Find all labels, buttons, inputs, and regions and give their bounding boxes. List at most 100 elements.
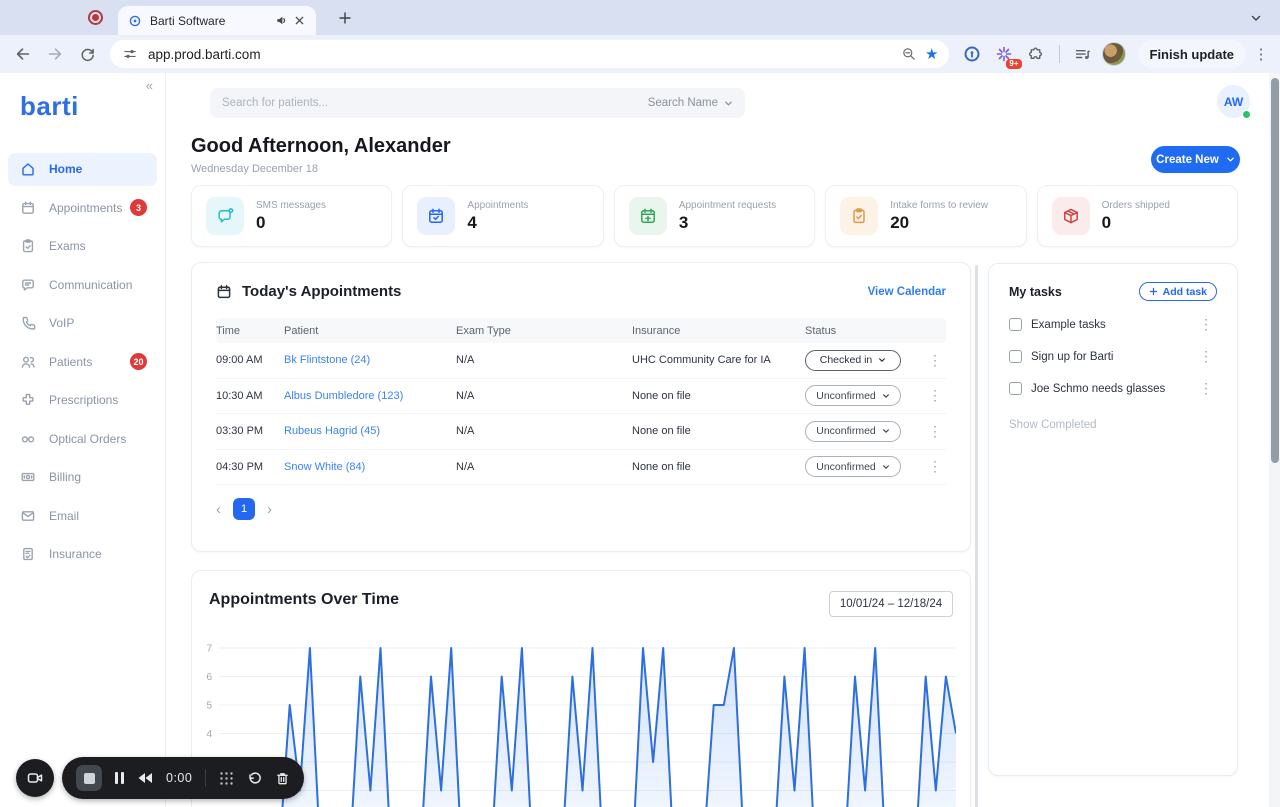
patient-link[interactable]: Rubeus Hagrid (45) bbox=[284, 425, 380, 438]
extension-badge: 9+ bbox=[1006, 59, 1022, 69]
col-exam-type: Exam Type bbox=[456, 324, 511, 337]
task-menu-icon[interactable]: ⋮ bbox=[1199, 316, 1213, 332]
sidebar-item-label: Communication bbox=[49, 277, 133, 292]
cell-time: 03:30 PM bbox=[216, 425, 264, 438]
rewind-icon[interactable] bbox=[137, 772, 153, 784]
col-time: Time bbox=[216, 324, 241, 337]
media-queue-icon[interactable] bbox=[1070, 41, 1096, 67]
status-dropdown[interactable]: Unconfirmed bbox=[805, 385, 901, 407]
task-checkbox[interactable] bbox=[1009, 350, 1022, 363]
password-manager-extension-icon[interactable] bbox=[959, 41, 985, 67]
finish-update-button[interactable]: Finish update bbox=[1137, 40, 1246, 68]
reload-icon[interactable] bbox=[74, 41, 100, 67]
sidebar-item-appointments[interactable]: Appointments 3 bbox=[8, 191, 157, 224]
sidebar-item-home[interactable]: Home bbox=[8, 152, 157, 186]
sidebar-item-prescriptions[interactable]: Prescriptions bbox=[8, 384, 157, 417]
row-menu-icon[interactable]: ⋮ bbox=[928, 458, 942, 475]
sidebar-item-voip[interactable]: VoIP bbox=[8, 307, 157, 340]
barti-logo: barti bbox=[20, 91, 79, 121]
status-dropdown[interactable]: Unconfirmed bbox=[805, 420, 901, 442]
sidebar-item-email[interactable]: Email bbox=[8, 499, 157, 532]
user-avatar[interactable]: AW bbox=[1217, 85, 1251, 119]
appointments-over-time-card: Appointments Over Time 10/01/24 – 12/18/… bbox=[191, 570, 971, 807]
browser-menu-icon[interactable]: ⋮ bbox=[1253, 46, 1269, 63]
task-menu-icon[interactable]: ⋮ bbox=[1199, 380, 1213, 396]
sidebar-item-label: Patients bbox=[49, 354, 93, 369]
blur-tool-icon[interactable] bbox=[219, 771, 234, 786]
svg-text:7: 7 bbox=[206, 644, 212, 655]
stat-card-appointments: Appointments 4 bbox=[402, 185, 604, 247]
browser-toolbar: app.prod.barti.com ★ 9+ Finish update ⋮ bbox=[0, 35, 1280, 73]
cell-insurance: None on file bbox=[632, 425, 691, 438]
add-task-button[interactable]: Add task bbox=[1138, 282, 1217, 301]
new-tab-button[interactable] bbox=[332, 5, 358, 31]
sidebar-item-insurance[interactable]: Insurance bbox=[8, 538, 157, 571]
restart-recording-icon[interactable] bbox=[247, 771, 262, 786]
page-scrollbar-thumb[interactable] bbox=[1270, 78, 1279, 463]
celebration-extension-icon[interactable]: 9+ bbox=[991, 41, 1022, 69]
task-checkbox[interactable] bbox=[1009, 318, 1022, 331]
task-menu-icon[interactable]: ⋮ bbox=[1199, 348, 1213, 364]
stat-label: Intake forms to review bbox=[890, 199, 989, 211]
pause-recording-button[interactable] bbox=[115, 772, 124, 784]
sidebar-item-label: Prescriptions bbox=[49, 393, 119, 407]
my-tasks-card: My tasks Add task Example tasks ⋮ Sign u… bbox=[988, 263, 1238, 776]
status-dropdown[interactable]: Checked in bbox=[805, 349, 901, 371]
patient-search-input[interactable]: Search for patients... Search Name bbox=[210, 88, 745, 118]
camera-toggle-button[interactable] bbox=[16, 759, 54, 797]
cell-exam-type: N/A bbox=[456, 354, 475, 367]
sidebar-item-billing[interactable]: Billing bbox=[8, 461, 157, 494]
sidebar-item-optical-orders[interactable]: Optical Orders bbox=[8, 422, 157, 455]
browser-tab[interactable]: Barti Software bbox=[118, 6, 316, 35]
view-calendar-link[interactable]: View Calendar bbox=[867, 285, 946, 298]
cell-exam-type: N/A bbox=[456, 425, 475, 438]
bookmark-star-icon[interactable]: ★ bbox=[925, 46, 939, 63]
patient-link[interactable]: Bk Flintstone (24) bbox=[284, 354, 371, 367]
search-placeholder: Search for patients... bbox=[222, 97, 329, 109]
clipboard-check-icon bbox=[840, 197, 879, 235]
url-bar[interactable]: app.prod.barti.com ★ bbox=[110, 40, 949, 68]
tab-close-icon[interactable] bbox=[290, 12, 308, 30]
zoom-out-icon[interactable] bbox=[901, 46, 917, 62]
show-completed-link[interactable]: Show Completed bbox=[1009, 419, 1097, 431]
stop-recording-button[interactable] bbox=[76, 765, 102, 791]
url-text[interactable]: app.prod.barti.com bbox=[148, 46, 261, 62]
sidebar-item-label: Insurance bbox=[49, 547, 102, 561]
date-range-input[interactable]: 10/01/24 – 12/18/24 bbox=[829, 591, 953, 617]
tab-search-chevron-icon[interactable] bbox=[1246, 8, 1266, 28]
patient-link[interactable]: Albus Dumbledore (123) bbox=[284, 389, 404, 402]
next-page-icon[interactable]: › bbox=[267, 500, 272, 518]
row-menu-icon[interactable]: ⋮ bbox=[928, 422, 942, 439]
package-icon bbox=[1051, 197, 1090, 235]
people-icon bbox=[20, 354, 36, 370]
stat-value: 4 bbox=[467, 212, 477, 232]
sidebar-item-communication[interactable]: Communication bbox=[8, 268, 157, 301]
task-item: Joe Schmo needs glasses ⋮ bbox=[1009, 380, 1217, 397]
patient-link[interactable]: Snow White (84) bbox=[284, 460, 366, 473]
task-checkbox[interactable] bbox=[1009, 382, 1022, 395]
content-scrollbar[interactable] bbox=[975, 265, 978, 807]
back-icon[interactable] bbox=[10, 41, 36, 67]
create-new-button[interactable]: Create New bbox=[1151, 146, 1240, 173]
cell-insurance: UHC Community Care for IA bbox=[632, 354, 771, 367]
row-menu-icon[interactable]: ⋮ bbox=[928, 351, 942, 368]
col-patient: Patient bbox=[284, 324, 319, 337]
browser-profile-avatar[interactable] bbox=[1101, 42, 1126, 66]
extensions-puzzle-icon[interactable] bbox=[1023, 41, 1049, 67]
row-menu-icon[interactable]: ⋮ bbox=[928, 387, 942, 404]
sidebar-collapse-icon[interactable]: « bbox=[145, 78, 153, 93]
search-filter-dropdown[interactable]: Search Name bbox=[648, 97, 733, 109]
delete-recording-icon[interactable] bbox=[275, 771, 290, 786]
status-dropdown[interactable]: Unconfirmed bbox=[805, 456, 901, 478]
stat-card-sms: SMS messages 0 bbox=[191, 185, 393, 247]
prev-page-icon[interactable]: ‹ bbox=[216, 500, 221, 518]
page-number[interactable]: 1 bbox=[233, 498, 255, 520]
sidebar-item-patients[interactable]: Patients 20 bbox=[8, 345, 157, 378]
site-settings-icon[interactable] bbox=[122, 46, 138, 62]
stat-card-orders-shipped: Orders shipped 0 bbox=[1036, 185, 1239, 247]
page-scrollbar-track[interactable] bbox=[1269, 73, 1280, 807]
chat-bubble-icon bbox=[20, 277, 36, 293]
sidebar-item-exams[interactable]: Exams bbox=[8, 230, 157, 263]
tab-audio-icon[interactable] bbox=[272, 12, 290, 30]
forward-icon[interactable] bbox=[42, 41, 68, 67]
